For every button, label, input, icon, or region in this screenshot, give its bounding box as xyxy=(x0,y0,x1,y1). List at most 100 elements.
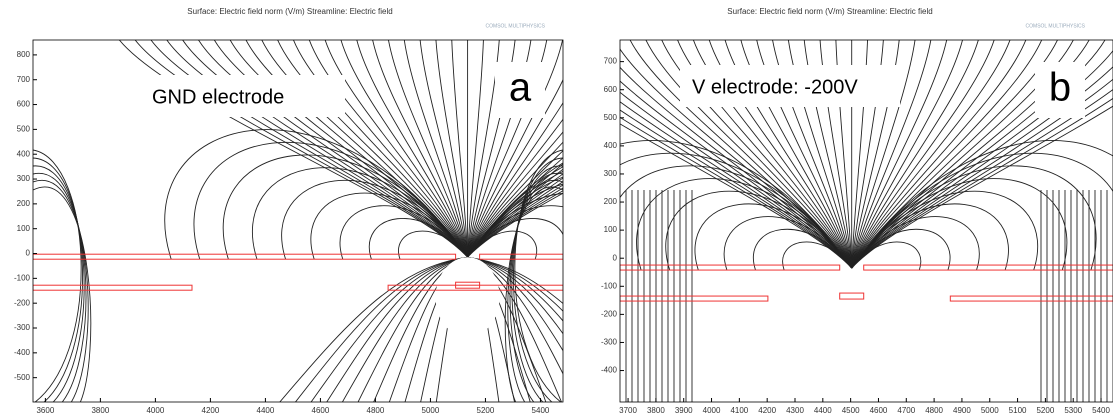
streamline xyxy=(851,190,1039,271)
streamline xyxy=(851,178,1068,271)
streamline xyxy=(677,40,853,269)
streamline xyxy=(33,173,87,402)
annotation: V electrode: -200V xyxy=(692,76,858,98)
electrodes xyxy=(33,253,563,291)
streamline xyxy=(504,186,563,402)
y-tick-label: 700 xyxy=(604,57,618,66)
streamline xyxy=(507,179,563,402)
streamline xyxy=(723,216,853,271)
streamline xyxy=(467,118,563,258)
streamline xyxy=(753,228,853,271)
x-tick-label: 5000 xyxy=(981,406,999,415)
streamline xyxy=(368,218,468,260)
chart-title: Surface: Electric field norm (V/m) Strea… xyxy=(187,7,392,16)
panel: Surface: Electric field norm (V/m) Strea… xyxy=(14,7,564,415)
streamline xyxy=(835,40,853,269)
y-tick-label: 300 xyxy=(604,169,618,178)
panel: Surface: Electric field norm (V/m) Strea… xyxy=(601,7,1113,415)
streamline xyxy=(33,157,83,402)
x-tick-label: 4800 xyxy=(925,406,943,415)
x-tick-label: 5200 xyxy=(477,406,495,415)
electrode xyxy=(33,284,193,291)
y-tick-label: 700 xyxy=(17,75,31,84)
y-tick-label: 600 xyxy=(604,85,618,94)
streamline xyxy=(403,40,469,258)
streamline xyxy=(467,256,563,305)
y-tick-label: 800 xyxy=(17,50,31,59)
streamline xyxy=(467,256,563,352)
streamline xyxy=(279,256,468,402)
x-tick-label: 4500 xyxy=(842,406,860,415)
streamline xyxy=(665,190,853,271)
streamline xyxy=(819,40,853,269)
x-tick-label: 4400 xyxy=(814,406,832,415)
streamline xyxy=(467,78,563,258)
streamline xyxy=(467,183,563,258)
streamline xyxy=(467,187,563,258)
electrode xyxy=(479,253,563,260)
x-tick-label: 3800 xyxy=(647,406,665,415)
streamline xyxy=(788,40,853,269)
streamline xyxy=(467,131,563,258)
streamline xyxy=(261,40,468,258)
streamlines xyxy=(33,40,563,402)
streamline xyxy=(294,256,468,402)
streamline xyxy=(119,40,468,258)
x-tick-label: 4800 xyxy=(367,406,385,415)
streamline xyxy=(851,40,916,269)
x-tick-label: 4600 xyxy=(312,406,330,415)
streamline xyxy=(339,205,468,260)
streamline xyxy=(620,109,853,269)
conductor xyxy=(435,257,500,338)
streamline xyxy=(851,203,1009,271)
streamline xyxy=(620,152,853,269)
streamline xyxy=(782,241,853,271)
streamline xyxy=(851,40,1027,269)
streamline xyxy=(467,40,516,258)
y-tick-label: 100 xyxy=(17,224,31,233)
y-tick-label: -100 xyxy=(601,281,618,290)
y-tick-label: -400 xyxy=(14,348,31,357)
streamline xyxy=(33,186,92,402)
streamline xyxy=(164,129,468,260)
x-tick-label: 5400 xyxy=(532,406,550,415)
streamline xyxy=(772,40,853,269)
streamline xyxy=(851,228,951,271)
streamlines xyxy=(620,40,1113,402)
y-tick-label: 200 xyxy=(604,197,618,206)
electrode xyxy=(33,253,457,260)
annotation: GND electrode xyxy=(152,86,284,108)
streamline xyxy=(851,152,1113,269)
streamline xyxy=(467,184,563,258)
y-tick-label: 0 xyxy=(26,249,31,258)
streamline xyxy=(756,40,853,269)
streamline xyxy=(451,40,469,258)
streamline xyxy=(251,167,468,260)
electrode xyxy=(620,264,841,271)
streamline xyxy=(620,91,853,269)
streamline xyxy=(467,150,563,258)
y-tick-label: -200 xyxy=(14,298,31,307)
electrodes xyxy=(620,264,1113,302)
x-tick-label: 4900 xyxy=(953,406,971,415)
streamline xyxy=(851,40,1106,269)
streamline xyxy=(467,192,563,258)
streamline xyxy=(467,40,563,258)
streamline xyxy=(467,40,500,258)
streamline xyxy=(851,216,980,271)
x-tick-label: 3700 xyxy=(619,406,637,415)
annotation-box xyxy=(680,65,900,107)
streamline xyxy=(398,230,468,260)
x-tick-label: 4700 xyxy=(897,406,915,415)
y-tick-label: 500 xyxy=(604,113,618,122)
streamline xyxy=(851,40,1042,269)
x-tick-label: 4000 xyxy=(146,406,164,415)
x-tick-label: 5000 xyxy=(422,406,440,415)
chart-title: Surface: Electric field norm (V/m) Strea… xyxy=(727,7,932,16)
streamline xyxy=(467,40,548,258)
x-tick-label: 4200 xyxy=(202,406,220,415)
streamline xyxy=(467,40,532,258)
streamline xyxy=(708,40,853,269)
x-tick-label: 4600 xyxy=(870,406,888,415)
streamline xyxy=(511,165,563,402)
